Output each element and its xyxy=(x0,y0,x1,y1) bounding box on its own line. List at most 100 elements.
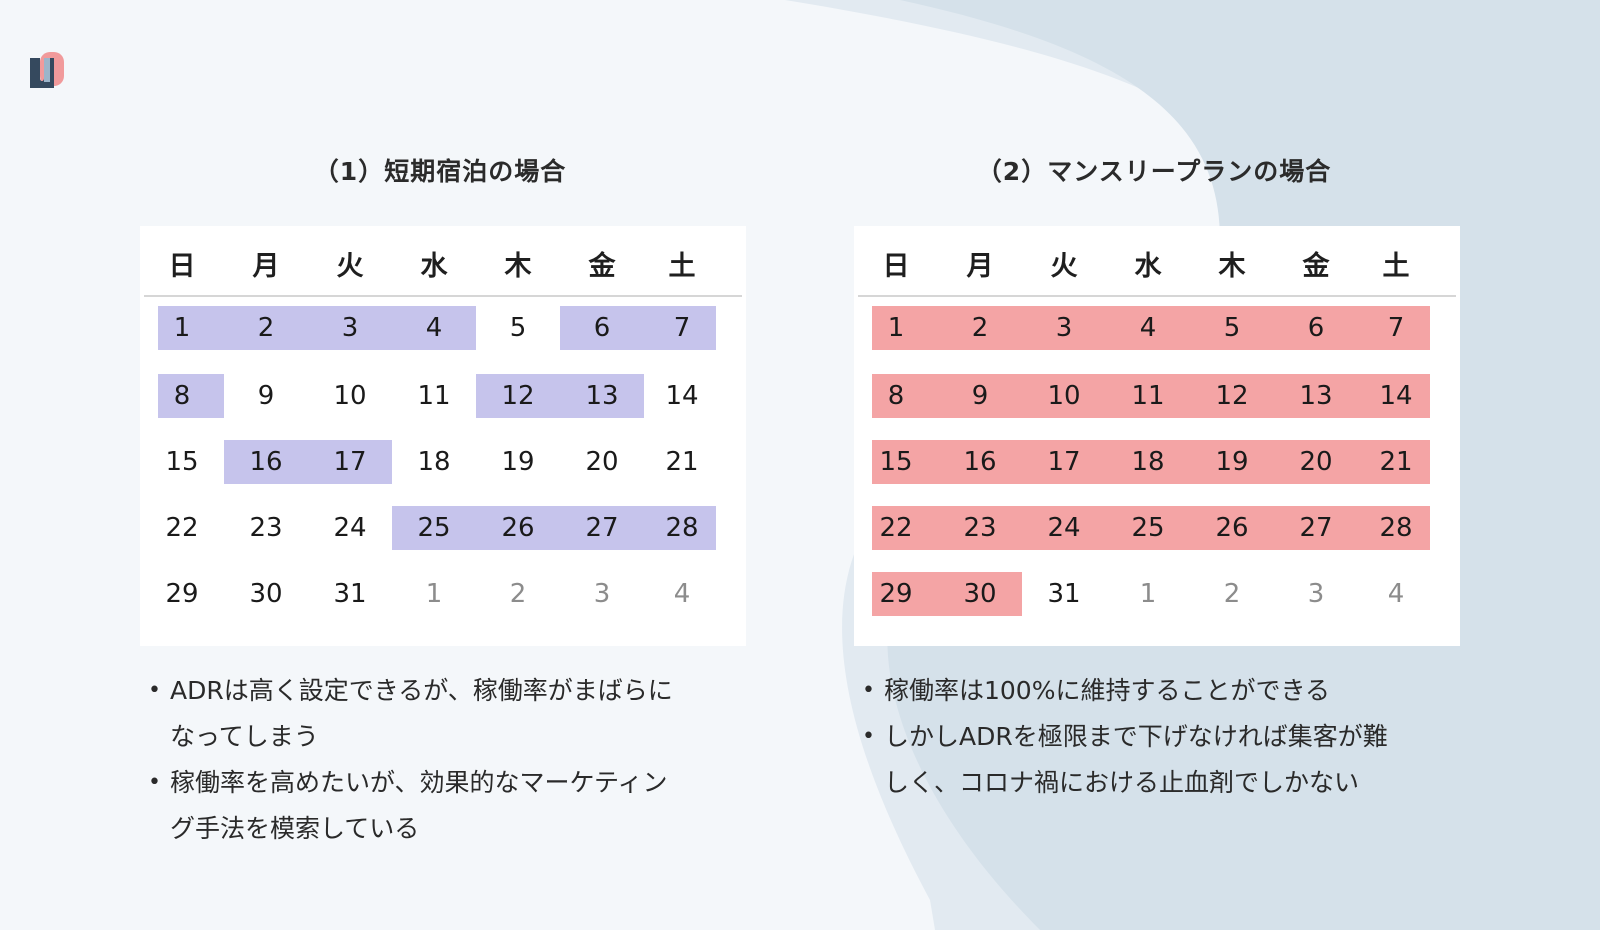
booked-day-cell: 24 xyxy=(1047,513,1081,543)
booked-range-highlight xyxy=(872,572,1022,616)
weekday-label: 土 xyxy=(668,251,696,282)
booked-day-cell: 17 xyxy=(333,447,367,477)
day-cell: 15 xyxy=(165,447,199,477)
day-cell: 23 xyxy=(249,513,283,543)
booked-day-cell: 8 xyxy=(887,381,905,411)
weekday-label: 火 xyxy=(336,251,364,282)
booked-day-cell: 13 xyxy=(585,381,619,411)
calendar: 日月火水木金土 1 2 3 4 5 6 7 8 9 10 11 12 13 14 15 16 17 18 19 20 2… xyxy=(854,226,1460,646)
booked-day-cell: 19 xyxy=(1215,447,1249,477)
booked-day-cell: 4 xyxy=(425,313,443,343)
booked-day-cell: 26 xyxy=(501,513,535,543)
next-month-day-cell: 1 xyxy=(425,579,443,609)
booked-day-cell: 4 xyxy=(1139,313,1157,343)
weekday-label: 土 xyxy=(1382,251,1410,282)
booked-day-cell: 27 xyxy=(1299,513,1333,543)
weekday-label: 火 xyxy=(1050,251,1078,282)
calendar: 日月火水木金土 1 2 3 4 5 6 7 8 9 10 11 12 13 14 15 16 17 18 19 20 2… xyxy=(140,226,746,646)
next-month-day-cell: 3 xyxy=(1307,579,1325,609)
weekday-label: 月 xyxy=(252,251,280,282)
day-cell: 18 xyxy=(417,447,451,477)
day-cell: 10 xyxy=(333,381,367,411)
next-month-day-cell: 2 xyxy=(509,579,527,609)
booked-day-cell: 26 xyxy=(1215,513,1249,543)
booked-day-cell: 25 xyxy=(417,513,451,543)
day-cell: 29 xyxy=(165,579,199,609)
weekday-label: 水 xyxy=(420,251,448,282)
booked-range-highlight xyxy=(224,440,392,484)
note-item: • しかしADRを極限まで下げなければ集客が難 しく、コロナ禍における止血剤でしかな… xyxy=(862,714,1462,806)
note-line: グ手法を模索している xyxy=(170,814,420,843)
note-line: 稼働率は100%に維持することができる xyxy=(884,676,1330,705)
booked-day-cell: 6 xyxy=(593,313,611,343)
weekday-label: 金 xyxy=(588,251,616,282)
booked-range-highlight xyxy=(560,306,716,350)
booked-day-cell: 15 xyxy=(879,447,913,477)
day-cell: 9 xyxy=(257,381,275,411)
day-cell: 31 xyxy=(333,579,367,609)
booked-day-cell: 10 xyxy=(1047,381,1081,411)
booked-day-cell: 25 xyxy=(1131,513,1165,543)
bullet-icon: • xyxy=(148,770,161,795)
note-item: • 稼働率は100%に維持することができる xyxy=(862,668,1462,714)
booked-day-cell: 22 xyxy=(879,513,913,543)
booked-range-highlight xyxy=(872,306,1430,350)
next-month-day-cell: 2 xyxy=(1223,579,1241,609)
booked-range-highlight xyxy=(392,506,716,550)
booked-day-cell: 14 xyxy=(1379,381,1413,411)
weekday-label: 金 xyxy=(1302,251,1330,282)
booked-day-cell: 28 xyxy=(665,513,699,543)
bullet-icon: • xyxy=(148,678,161,703)
note-line: しく、コロナ禍における止血剤でしかない xyxy=(884,768,1360,797)
note-line: ADRは高く設定できるが、稼働率がまばらに xyxy=(170,676,673,705)
booked-day-cell: 12 xyxy=(501,381,535,411)
day-cell: 20 xyxy=(585,447,619,477)
booked-day-cell: 7 xyxy=(1387,313,1405,343)
booked-day-cell: 12 xyxy=(1215,381,1249,411)
booked-range-highlight xyxy=(872,440,1430,484)
weekday-label: 月 xyxy=(966,251,994,282)
booked-day-cell: 13 xyxy=(1299,381,1333,411)
booked-day-cell: 20 xyxy=(1299,447,1333,477)
calendar-header: 日月火水木金土 xyxy=(854,226,1460,296)
calendar-header-divider xyxy=(144,295,742,297)
calendar-header-divider xyxy=(858,295,1456,297)
booked-day-cell: 1 xyxy=(887,313,905,343)
booked-day-cell: 30 xyxy=(963,579,997,609)
booked-day-cell: 2 xyxy=(257,313,275,343)
note-line: 稼働率を高めたいが、効果的なマーケティン xyxy=(170,768,668,797)
note-item: • 稼働率を高めたいが、効果的なマーケティン グ手法を模索している xyxy=(148,760,748,852)
panel-title: （2）マンスリープランの場合 xyxy=(976,157,1332,186)
next-month-day-cell: 3 xyxy=(593,579,611,609)
weekday-label: 水 xyxy=(1134,251,1162,282)
booked-day-cell: 3 xyxy=(1055,313,1073,343)
booked-day-cell: 5 xyxy=(1223,313,1241,343)
next-month-day-cell: 1 xyxy=(1139,579,1157,609)
weekday-label: 日 xyxy=(882,251,910,282)
booked-day-cell: 9 xyxy=(971,381,989,411)
booked-day-cell: 27 xyxy=(585,513,619,543)
booked-day-cell: 11 xyxy=(1131,381,1165,411)
bullet-icon: • xyxy=(862,724,875,749)
weekday-label: 木 xyxy=(504,251,532,282)
next-month-day-cell: 4 xyxy=(673,579,691,609)
day-cell: 14 xyxy=(665,381,699,411)
booked-day-cell: 16 xyxy=(963,447,997,477)
booked-day-cell: 2 xyxy=(971,313,989,343)
booked-range-highlight xyxy=(476,374,644,418)
booked-day-cell: 16 xyxy=(249,447,283,477)
weekday-label: 木 xyxy=(1218,251,1246,282)
calendar-header: 日月火水木金土 xyxy=(140,226,746,296)
day-cell: 24 xyxy=(333,513,367,543)
note-item: • ADRは高く設定できるが、稼働率がまばらに なってしまう xyxy=(148,668,748,760)
booked-range-highlight xyxy=(158,306,476,350)
booked-day-cell: 17 xyxy=(1047,447,1081,477)
booked-day-cell: 23 xyxy=(963,513,997,543)
booked-day-cell: 18 xyxy=(1131,447,1165,477)
booked-day-cell: 28 xyxy=(1379,513,1413,543)
booked-range-highlight xyxy=(872,374,1430,418)
note-line: しかしADRを極限まで下げなければ集客が難 xyxy=(884,722,1388,751)
day-cell: 5 xyxy=(509,313,527,343)
day-cell: 22 xyxy=(165,513,199,543)
day-cell: 21 xyxy=(665,447,699,477)
